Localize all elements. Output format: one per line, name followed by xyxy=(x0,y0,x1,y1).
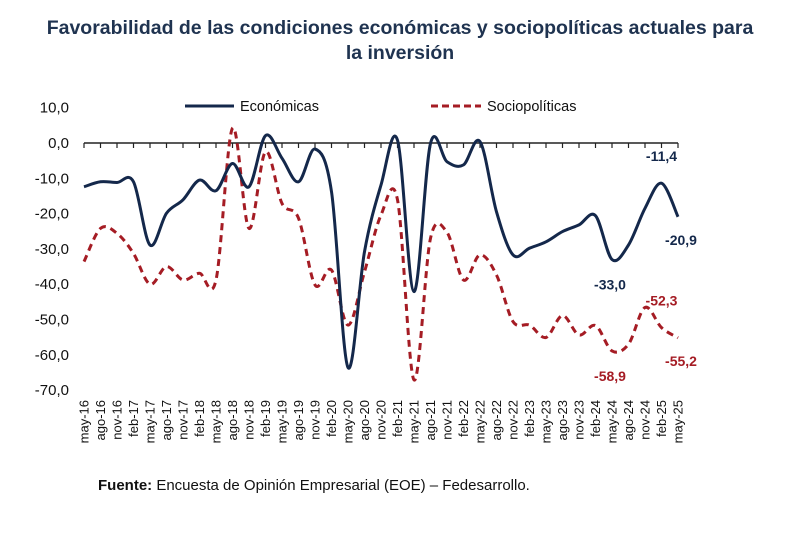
data-label: -11,4 xyxy=(646,148,677,164)
x-tick-label: nov-16 xyxy=(110,400,125,440)
x-tick-label: may-22 xyxy=(473,400,488,443)
x-tick-label: nov-18 xyxy=(242,400,257,440)
x-tick-label: may-24 xyxy=(605,400,620,443)
x-tick-label: may-18 xyxy=(209,400,224,443)
y-tick-label: 0,0 xyxy=(48,135,69,152)
x-tick-label: feb-21 xyxy=(390,400,405,437)
chart-title: Favorabilidad de las condiciones económi… xyxy=(0,16,800,66)
data-label: -52,3 xyxy=(646,293,678,309)
source-note: Fuente: Encuesta de Opinión Empresarial … xyxy=(98,477,530,494)
x-tick-label: feb-23 xyxy=(522,400,537,437)
x-tick-label: ago-17 xyxy=(159,400,174,440)
x-tick-label: may-23 xyxy=(539,400,554,443)
x-tick-label: may-21 xyxy=(407,400,422,443)
x-tick-label: feb-19 xyxy=(258,400,273,437)
x-tick-label: nov-23 xyxy=(572,400,587,440)
y-tick-label: -70,0 xyxy=(35,382,69,399)
x-tick-label: ago-19 xyxy=(291,400,306,440)
x-tick-label: may-16 xyxy=(77,400,92,443)
x-tick-label: ago-22 xyxy=(489,400,504,440)
data-label: -20,9 xyxy=(665,232,697,248)
x-tick-label: ago-16 xyxy=(93,400,108,440)
series-line-sociopoliticas xyxy=(82,126,679,382)
y-tick-label: -30,0 xyxy=(35,241,69,258)
chart-title-line-2: la inversión xyxy=(345,42,455,64)
y-tick-label: 10,0 xyxy=(40,100,69,117)
y-tick-label: -50,0 xyxy=(35,312,69,329)
legend-item-sociopoliticas: Sociopolíticas xyxy=(431,99,576,115)
annotations-layer: -11,4 -20,9 -33,0 -52,3 -55,2 -58,9 xyxy=(594,148,697,384)
source-label: Fuente: xyxy=(98,477,153,494)
x-tick-label: feb-25 xyxy=(654,400,669,437)
legend-label: Económicas xyxy=(240,99,319,115)
x-tick-label: may-20 xyxy=(341,400,356,443)
data-label: -58,9 xyxy=(594,368,626,384)
x-tick-label: ago-21 xyxy=(423,400,438,440)
series-layer xyxy=(82,126,680,382)
x-tick-label: nov-22 xyxy=(506,400,521,440)
x-tick-label: feb-17 xyxy=(126,400,141,437)
x-tick-label: nov-21 xyxy=(440,400,455,440)
x-tick-label: ago-18 xyxy=(225,400,240,440)
series-line-economicas xyxy=(83,133,680,370)
x-tick-label: ago-24 xyxy=(621,400,636,440)
x-tick-label: nov-17 xyxy=(176,400,191,440)
x-tick-label: may-25 xyxy=(671,400,686,443)
x-tick-label: feb-18 xyxy=(192,400,207,437)
y-tick-label: -20,0 xyxy=(35,206,69,223)
y-axis: 10,0 0,0 -10,0 -20,0 -30,0 -40,0 -50,0 -60,0 -70… xyxy=(35,100,69,399)
x-tick-label: may-19 xyxy=(275,400,290,443)
legend: Económicas Sociopolíticas xyxy=(185,99,576,115)
x-tick-label: nov-19 xyxy=(308,400,323,440)
x-tick-label: ago-23 xyxy=(555,400,570,440)
x-tick-label: nov-24 xyxy=(638,400,653,440)
x-tick-label: ago-20 xyxy=(357,400,372,440)
y-tick-label: -10,0 xyxy=(35,170,69,187)
x-tick-label: feb-20 xyxy=(324,400,339,437)
x-tick-label: nov-20 xyxy=(374,400,389,440)
source-text: Encuesta de Opinión Empresarial (EOE) – … xyxy=(152,477,530,494)
legend-item-economicas: Económicas xyxy=(185,99,319,115)
legend-label: Sociopolíticas xyxy=(487,99,576,115)
x-axis: may-16 ago-16 nov-16 feb-17 may-17 ago-17 nov-… xyxy=(77,142,686,443)
y-tick-label: -40,0 xyxy=(35,276,69,293)
chart-title-line-1: Favorabilidad de las condiciones económi… xyxy=(46,17,754,39)
y-tick-label: -60,0 xyxy=(35,347,69,364)
x-tick-label: feb-22 xyxy=(456,400,471,437)
data-label: -33,0 xyxy=(594,276,626,292)
x-tick-label: may-17 xyxy=(143,400,158,443)
x-tick-label: feb-24 xyxy=(588,400,603,437)
data-label: -55,2 xyxy=(665,353,697,369)
